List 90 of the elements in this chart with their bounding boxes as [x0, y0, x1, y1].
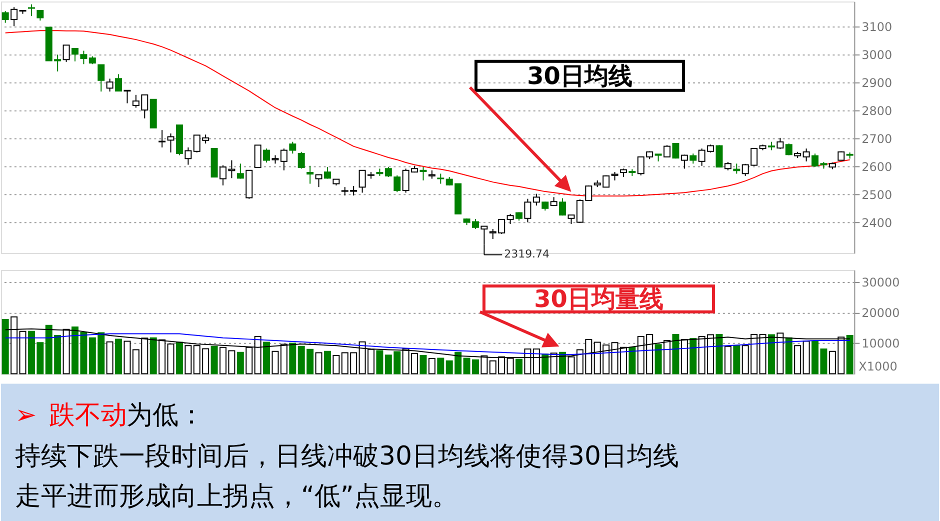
y-tick-label: 2400: [862, 216, 892, 230]
candlestick: [254, 144, 262, 168]
bar: [376, 350, 384, 374]
annotation: 30日均量线: [534, 284, 664, 313]
candlestick: [62, 44, 70, 62]
candlestick: [664, 144, 670, 158]
candlestick: [124, 90, 131, 104]
y-tick-label: 3100: [862, 20, 892, 34]
bar: [176, 342, 183, 374]
candlestick: [802, 148, 810, 162]
y-tick-label: 2700: [862, 132, 892, 146]
bar: [690, 338, 697, 374]
text: 跌不动: [48, 400, 127, 431]
bar: [150, 337, 157, 374]
bar: [289, 342, 296, 374]
candlestick: [280, 148, 288, 171]
bar: [768, 334, 775, 374]
bar: [542, 354, 549, 374]
candlestick: [28, 4, 35, 17]
candlestick: [236, 163, 244, 180]
bar: [115, 338, 122, 374]
y-tick-label: 2800: [862, 104, 892, 118]
candlestick: [106, 78, 114, 92]
bar: [516, 358, 522, 374]
candlestick: [559, 198, 566, 216]
bar: [733, 345, 740, 374]
candlestick: [167, 132, 174, 153]
bar: [315, 352, 322, 374]
bar: [124, 340, 131, 374]
candlestick: [98, 64, 105, 92]
y-tick-label: 2500: [862, 188, 892, 202]
candlestick: [716, 144, 723, 168]
bar: [437, 358, 444, 374]
bar: [428, 358, 436, 374]
bar: [2, 319, 9, 374]
candlestick: [394, 174, 401, 193]
y-tick-label: 20000: [862, 306, 900, 320]
annotation: 2319.74: [504, 248, 550, 261]
bar: [263, 342, 270, 374]
bar: [559, 352, 566, 374]
candlestick: [506, 213, 514, 224]
y-tick-label: 3000: [862, 48, 892, 62]
bar: [324, 350, 331, 374]
bar: [716, 334, 723, 374]
bar: [785, 337, 792, 374]
candlestick: [690, 153, 697, 164]
y-tick-label: 10000: [862, 336, 900, 351]
bar: [802, 340, 810, 374]
candlestick: [680, 154, 688, 170]
y-tick-label: 2900: [862, 76, 892, 90]
candlestick: [298, 151, 305, 170]
candlestick: [384, 166, 392, 178]
candlestick: [315, 174, 322, 188]
candlestick: [2, 10, 9, 24]
bar: [420, 354, 427, 374]
candlestick: [115, 74, 122, 92]
line-series: [4, 333, 850, 356]
bar: [272, 350, 279, 374]
annotation: 30日均线: [527, 62, 632, 90]
candlestick: [420, 166, 427, 181]
line-series: [4, 30, 850, 197]
candlestick: [524, 198, 532, 223]
candlestick: [289, 141, 296, 154]
bar: [846, 334, 854, 374]
bar: [332, 354, 340, 374]
bar: [236, 352, 244, 374]
candlestick: [532, 193, 540, 206]
bar: [628, 346, 636, 374]
bar: [724, 346, 732, 374]
bar: [210, 346, 218, 374]
candlestick: [158, 130, 166, 148]
bar: [654, 344, 662, 374]
candlestick: [306, 165, 314, 184]
y-axis-title: X1000: [858, 359, 898, 374]
y-tick-label: 2600: [862, 160, 892, 174]
candlestick: [184, 146, 192, 166]
candlestick: [776, 137, 784, 150]
bar: [672, 334, 680, 374]
text: 走平进而形成向上拐点，“低”点显现。: [14, 481, 458, 512]
candlestick: [36, 10, 44, 22]
bar: [794, 345, 802, 374]
candlestick: [437, 173, 444, 184]
text: 为低：: [126, 400, 205, 431]
candlestick: [263, 148, 270, 163]
text: ➢: [14, 400, 37, 431]
text: 持续下跌一段时间后，日线冲破30日均线将使得30日均线: [14, 442, 679, 472]
y-tick-label: 30000: [862, 276, 900, 290]
bar: [106, 341, 114, 374]
candlestick: [733, 163, 740, 174]
candlestick: [10, 6, 18, 27]
